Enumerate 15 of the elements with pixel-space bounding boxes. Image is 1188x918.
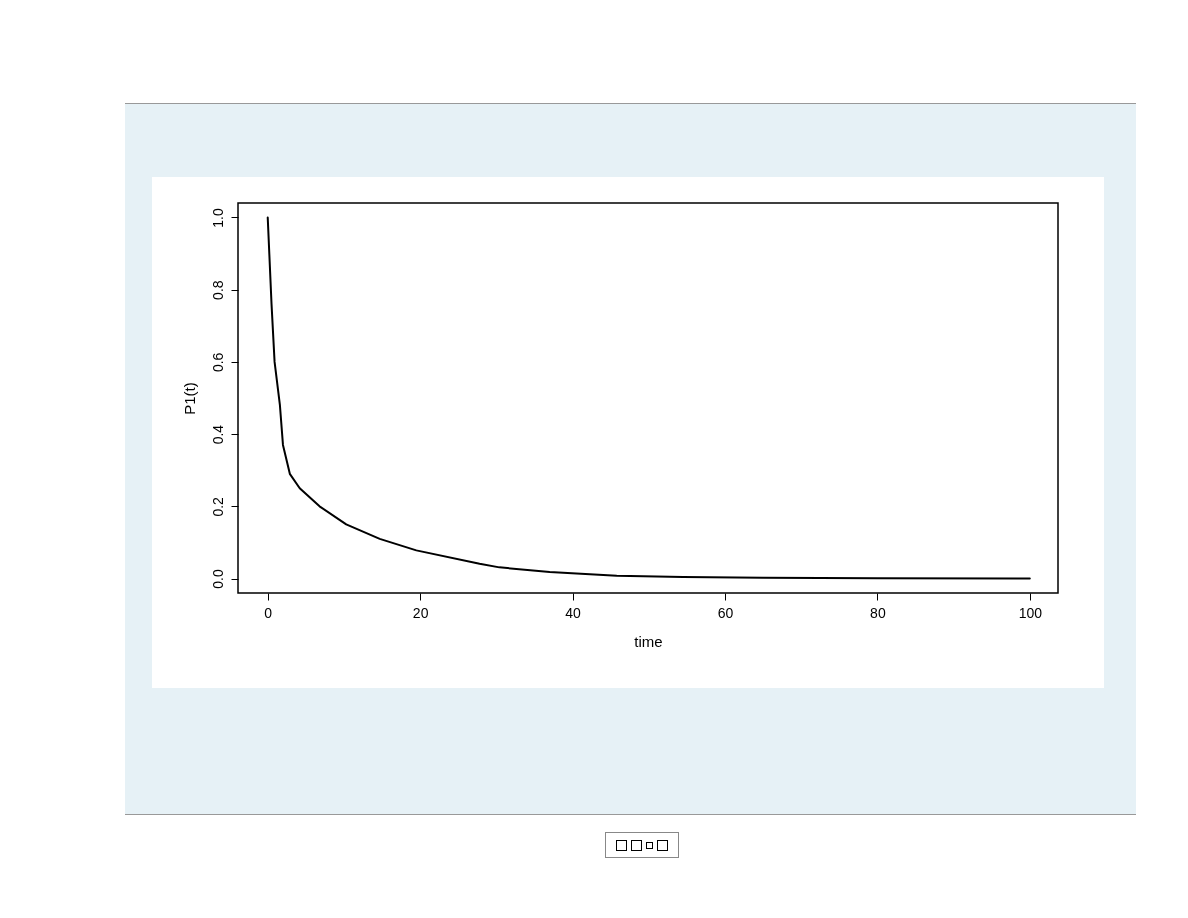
x-tick-label: 60 [717,604,734,621]
y-tick-label: 0.6 [209,352,226,373]
x-tick-label: 80 [870,604,886,621]
y-tick-label: 0.8 [209,280,226,300]
y-tick-label: 1.0 [209,208,226,228]
x-axis-title: time [634,632,663,650]
x-tick-label: 100 [1018,604,1043,621]
y-axis-title: P1(t) [180,382,198,415]
x-tick-label: 20 [412,604,429,621]
y-tick-label: 0.4 [209,424,226,445]
x-tick-label: 0 [264,604,273,621]
line-series [266,216,1031,580]
x-tick-label: 40 [565,604,582,621]
y-tick-label: 0.0 [209,569,226,589]
y-tick-label: 0.2 [209,496,226,517]
